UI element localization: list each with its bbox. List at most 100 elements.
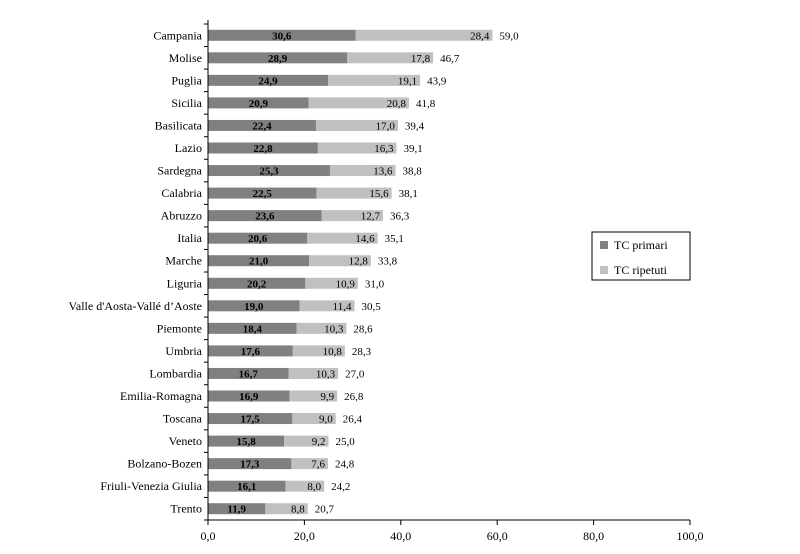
data-label-total: 24,8 <box>335 459 355 471</box>
data-label-tc-primari: 22,5 <box>253 188 273 200</box>
bar-tc-primari <box>208 300 300 312</box>
bar-tc-primari <box>208 255 310 267</box>
data-label-tc-primari: 22,4 <box>252 120 272 132</box>
data-label-tc-primari: 15,8 <box>236 436 256 448</box>
category-label: Umbria <box>165 344 202 358</box>
data-label-total: 36,3 <box>390 211 410 223</box>
bars-layer <box>208 29 493 515</box>
data-label-total: 46,7 <box>440 53 460 65</box>
bar-tc-ripetuti <box>299 300 355 312</box>
data-label-total: 24,2 <box>331 481 350 493</box>
data-label-total: 27,0 <box>345 368 365 380</box>
data-label-tc-primari: 20,2 <box>247 278 267 290</box>
bar-tc-primari <box>208 277 306 289</box>
bar-tc-primari <box>208 390 290 402</box>
bar-tc-primari <box>208 413 293 425</box>
bar-tc-primari <box>208 29 356 41</box>
category-label: Molise <box>169 51 202 65</box>
data-label-total: 20,7 <box>315 504 335 516</box>
data-label-tc-primari: 16,1 <box>237 481 256 493</box>
data-label-tc-ripetuti: 16,3 <box>374 143 394 155</box>
data-label-tc-primari: 19,0 <box>244 301 264 313</box>
bar-tc-primari <box>208 187 317 199</box>
legend-label: TC ripetuti <box>614 263 668 277</box>
bar-tc-primari <box>208 367 289 379</box>
data-label-tc-primari: 18,4 <box>243 323 263 335</box>
data-label-tc-ripetuti: 10,9 <box>336 278 356 290</box>
data-label-total: 33,8 <box>378 256 398 268</box>
bar-tc-primari <box>208 503 266 515</box>
x-tick-label: 80,0 <box>583 529 604 543</box>
data-label-tc-ripetuti: 28,4 <box>470 30 490 42</box>
bar-tc-ripetuti <box>292 413 336 425</box>
data-label-tc-primari: 11,9 <box>227 504 246 516</box>
bar-tc-primari <box>208 322 297 334</box>
bar-tc-ripetuti <box>317 142 397 154</box>
data-label-tc-ripetuti: 13,6 <box>373 166 393 178</box>
data-label-total: 59,0 <box>499 30 519 42</box>
bar-tc-ripetuti <box>315 119 398 131</box>
category-label: Italia <box>177 231 202 245</box>
category-label: Campania <box>153 28 202 42</box>
legend-label: TC primari <box>614 238 668 252</box>
legend-swatch <box>600 241 608 249</box>
data-label-tc-ripetuti: 7,6 <box>311 459 325 471</box>
bar-tc-ripetuti <box>289 390 338 402</box>
legend-swatch <box>600 266 608 274</box>
category-label: Calabria <box>161 186 202 200</box>
category-label: Liguria <box>167 276 203 290</box>
labels-layer: Campania 30,6 28,4 59,0 Molise 28,9 17,8 46,7 Pu… <box>69 28 520 515</box>
bar-tc-ripetuti <box>321 210 383 222</box>
bar-tc-primari <box>208 232 308 244</box>
data-label-total: 30,5 <box>362 301 382 313</box>
legend-box <box>591 231 691 281</box>
data-label-tc-ripetuti: 9,9 <box>320 391 334 403</box>
data-label-tc-ripetuti: 10,3 <box>316 368 336 380</box>
bar-tc-ripetuti <box>328 74 421 86</box>
bar-tc-ripetuti <box>285 480 325 492</box>
data-label-total: 26,4 <box>343 414 363 426</box>
category-label: Abruzzo <box>161 209 202 223</box>
data-label-tc-ripetuti: 8,0 <box>307 481 321 493</box>
data-label-tc-ripetuti: 20,8 <box>387 98 407 110</box>
data-label-total: 25,0 <box>336 436 356 448</box>
data-label-total: 28,6 <box>353 323 373 335</box>
data-label-tc-ripetuti: 19,1 <box>398 75 417 87</box>
bar-tc-ripetuti <box>316 187 392 199</box>
bar-tc-ripetuti <box>296 322 347 334</box>
bar-tc-ripetuti <box>309 255 371 267</box>
data-label-total: 39,1 <box>403 143 422 155</box>
data-label-total: 38,1 <box>399 188 418 200</box>
data-label-tc-ripetuti: 12,7 <box>361 211 381 223</box>
category-label: Lombardia <box>149 366 202 380</box>
data-label-tc-ripetuti: 11,4 <box>333 301 352 313</box>
data-label-tc-primari: 25,3 <box>259 166 279 178</box>
bar-tc-ripetuti <box>307 232 378 244</box>
category-label: Veneto <box>169 434 202 448</box>
category-label: Marche <box>165 254 202 268</box>
data-label-tc-ripetuti: 9,2 <box>312 436 326 448</box>
category-label: Emilia-Romagna <box>120 389 203 403</box>
data-label-tc-ripetuti: 12,8 <box>349 256 369 268</box>
bar-tc-ripetuti <box>292 345 345 357</box>
data-label-tc-primari: 21,0 <box>249 256 269 268</box>
data-label-total: 39,4 <box>405 120 425 132</box>
category-label: Valle d'Aosta-Vallé d’Aoste <box>69 299 202 313</box>
bar-tc-ripetuti <box>305 277 358 289</box>
bar-tc-primari <box>208 52 348 64</box>
legend: TC primari TC ripetuti <box>591 231 691 281</box>
data-label-tc-primari: 23,6 <box>255 211 275 223</box>
data-label-tc-primari: 17,6 <box>241 346 261 358</box>
data-label-tc-ripetuti: 8,8 <box>291 504 305 516</box>
data-label-tc-ripetuti: 10,3 <box>324 323 344 335</box>
data-label-tc-primari: 24,9 <box>258 75 278 87</box>
bar-tc-ripetuti <box>291 458 329 470</box>
bar-tc-primari <box>208 210 322 222</box>
x-tick-label: 0,0 <box>201 529 216 543</box>
bar-tc-ripetuti <box>355 29 493 41</box>
data-label-tc-ripetuti: 17,0 <box>376 120 396 132</box>
category-label: Trento <box>170 502 202 516</box>
data-label-tc-primari: 17,5 <box>241 414 261 426</box>
bar-tc-ripetuti <box>329 165 396 177</box>
